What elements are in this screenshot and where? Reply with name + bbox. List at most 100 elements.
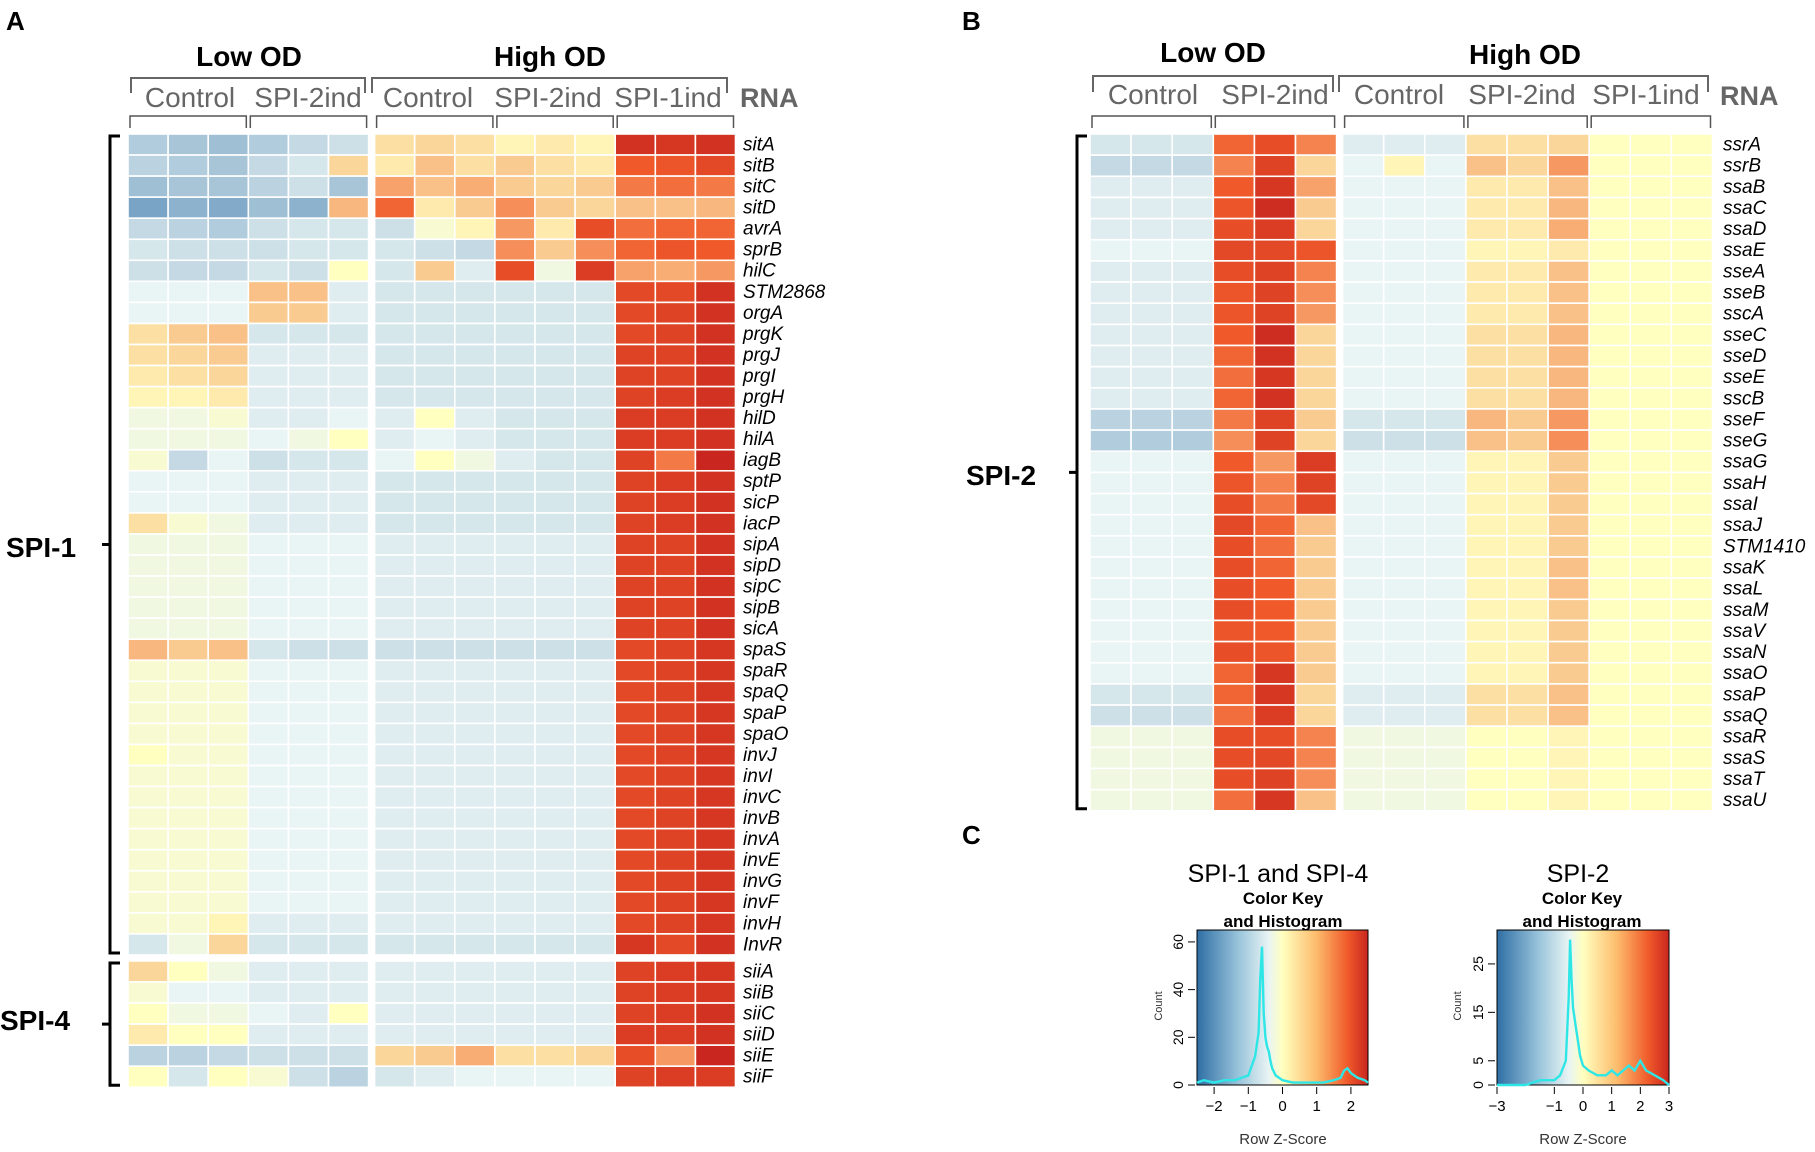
heatmap-cell xyxy=(327,406,370,430)
heatmap-cell xyxy=(453,512,496,535)
heatmap-cell xyxy=(694,133,737,156)
gene-label: invE xyxy=(743,850,780,871)
panel-b-group-label: Control xyxy=(1354,79,1444,110)
heatmap-cell xyxy=(247,1065,290,1089)
heatmap-cell xyxy=(1588,640,1632,664)
heatmap-cell xyxy=(1089,725,1132,749)
heatmap-cell xyxy=(373,533,416,556)
heatmap-cell xyxy=(327,1044,370,1068)
heatmap-cell xyxy=(1465,577,1508,601)
heatmap-cell xyxy=(373,659,416,683)
heatmap-cell xyxy=(167,259,210,283)
heatmap-cell xyxy=(127,217,169,241)
heatmap-cell xyxy=(207,638,250,662)
heatmap-cell xyxy=(127,890,169,914)
heatmap-cell xyxy=(127,848,169,872)
heatmap-cell xyxy=(287,259,330,283)
heatmap-cell xyxy=(1629,323,1673,347)
heatmap-cell xyxy=(413,960,456,983)
heatmap-cell xyxy=(1588,238,1632,262)
heatmap-cell xyxy=(574,259,616,283)
heatmap-cell xyxy=(1465,429,1508,453)
color-key-ylabel: Count xyxy=(1153,991,1165,1020)
gene-label: invF xyxy=(743,892,780,913)
heatmap-cell xyxy=(373,890,416,914)
heatmap-cell xyxy=(494,364,536,388)
heatmap-cell xyxy=(167,848,210,872)
heatmap-cell xyxy=(413,617,456,641)
heatmap-cell xyxy=(1588,535,1632,558)
heatmap-cell xyxy=(127,869,169,893)
heatmap-cell xyxy=(1341,683,1385,706)
heatmap-cell xyxy=(1670,302,1714,326)
heatmap-cell xyxy=(614,1023,657,1046)
heatmap-cell xyxy=(247,217,290,241)
heatmap-cell xyxy=(167,722,210,746)
gene-label: ssaR xyxy=(1723,727,1767,748)
heatmap-cell xyxy=(574,764,616,788)
heatmap-cell xyxy=(1506,408,1549,431)
heatmap-cell xyxy=(1130,196,1173,220)
heatmap-cell xyxy=(1465,492,1508,516)
heatmap-cell xyxy=(694,512,737,535)
heatmap-cell xyxy=(614,491,657,514)
heatmap-cell xyxy=(654,785,697,809)
heatmap-cell xyxy=(1212,513,1256,537)
heatmap-cell xyxy=(167,638,210,662)
heatmap-cell xyxy=(453,806,496,830)
heatmap-cell xyxy=(127,343,169,367)
heatmap-cell xyxy=(1547,556,1590,579)
heatmap-cell xyxy=(534,406,576,430)
heatmap-cell xyxy=(1171,556,1215,579)
heatmap-cell xyxy=(1547,281,1590,304)
heatmap-cell xyxy=(1253,535,1297,558)
heatmap-cell xyxy=(1465,704,1508,727)
heatmap-cell xyxy=(207,259,250,283)
heatmap-cell xyxy=(1382,746,1426,770)
gene-label: iacP xyxy=(743,513,780,534)
heatmap-cell xyxy=(694,280,737,304)
heatmap-cell xyxy=(694,154,737,177)
heatmap-cell xyxy=(1506,238,1549,262)
heatmap-cell xyxy=(694,806,737,830)
heatmap-cell xyxy=(167,743,210,767)
heatmap-cell xyxy=(287,280,330,304)
heatmap-cell xyxy=(1629,302,1673,326)
heatmap-cell xyxy=(373,848,416,872)
heatmap-cell xyxy=(574,869,616,893)
heatmap-cell xyxy=(1294,598,1338,622)
heatmap-cell xyxy=(287,827,330,851)
y-tick-label: 25 xyxy=(1470,956,1486,972)
gene-label: sipD xyxy=(743,555,781,576)
gene-label: prgH xyxy=(742,387,784,408)
heatmap-cell xyxy=(1130,133,1173,156)
heatmap-cell xyxy=(1212,725,1256,749)
heatmap-cell xyxy=(373,806,416,830)
heatmap-cell xyxy=(167,827,210,851)
heatmap-cell xyxy=(534,764,576,788)
heatmap-cell xyxy=(373,596,416,619)
x-tick-label: −1 xyxy=(1240,1098,1257,1115)
heatmap-cell xyxy=(1547,471,1590,495)
heatmap-cell xyxy=(1424,725,1467,749)
heatmap-cell xyxy=(1212,535,1256,558)
heatmap-cell xyxy=(453,1002,496,1025)
heatmap-cell xyxy=(1089,133,1132,156)
heatmap-cell xyxy=(1424,619,1467,643)
y-tick-label: 0 xyxy=(1170,1081,1186,1089)
heatmap-cell xyxy=(1547,661,1590,685)
heatmap-cell xyxy=(1341,281,1385,304)
heatmap-cell xyxy=(694,659,737,683)
heatmap-cell xyxy=(167,785,210,809)
heatmap-cell xyxy=(1547,365,1590,389)
heatmap-cell xyxy=(654,848,697,872)
heatmap-cell xyxy=(127,659,169,683)
heatmap-cell xyxy=(453,238,496,262)
gene-label: siiC xyxy=(743,1003,775,1024)
heatmap-cell xyxy=(1629,154,1673,178)
heatmap-cell xyxy=(207,575,250,598)
heatmap-cell xyxy=(574,596,616,619)
heatmap-cell xyxy=(287,638,330,662)
heatmap-cell xyxy=(327,154,370,177)
heatmap-cell xyxy=(1588,471,1632,495)
